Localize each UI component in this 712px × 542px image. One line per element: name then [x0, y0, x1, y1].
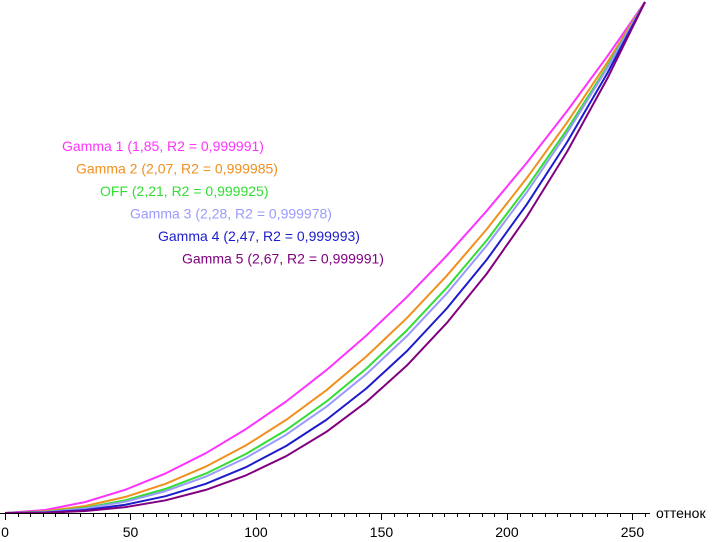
- x-ticks-group: 0 50 100 150 200 250: [1, 513, 646, 540]
- x-tick-label: 0: [1, 524, 9, 540]
- legend-label-gamma-4: Gamma 4 (2,47, R2 = 0,999993): [158, 228, 360, 244]
- series-line-gamma-1: [4, 1, 646, 514]
- x-tick-label: 250: [621, 524, 645, 540]
- legend-label-gamma-5: Gamma 5 (2,67, R2 = 0,999991): [182, 251, 384, 267]
- series-line-gamma-3: [4, 1, 646, 514]
- x-tick-label: 50: [123, 524, 139, 540]
- legend-label-gamma-1: Gamma 1 (1,85, R2 = 0,999991): [62, 138, 264, 154]
- legend-label-gamma-3: Gamma 3 (2,28, R2 = 0,999978): [130, 206, 332, 222]
- x-axis-title: оттенок: [656, 505, 706, 521]
- x-tick-label: 200: [495, 524, 519, 540]
- series-line-gamma-2: [4, 1, 646, 514]
- legend-group: Gamma 1 (1,85, R2 = 0,999991) Gamma 2 (2,…: [62, 138, 384, 267]
- legend-label-off: OFF (2,21, R2 = 0,999925): [100, 183, 268, 199]
- legend-label-gamma-2: Gamma 2 (2,07, R2 = 0,999985): [76, 161, 278, 177]
- x-tick-label: 150: [370, 524, 394, 540]
- series-line-off: [4, 1, 646, 514]
- series-line-gamma-5: [4, 1, 646, 514]
- series-line-gamma-4: [4, 1, 646, 514]
- x-tick-label: 100: [244, 524, 268, 540]
- curves-group: [4, 1, 646, 514]
